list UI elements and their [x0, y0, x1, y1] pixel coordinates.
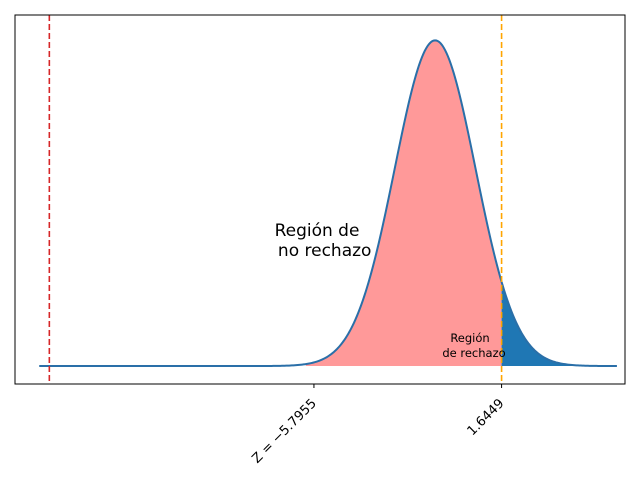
- no-reject-region: [305, 40, 502, 367]
- x-tick-label: 1.6449: [465, 396, 508, 439]
- x-tick-label: Z = −5.7955: [249, 396, 319, 466]
- no-reject-label-line2: no rechazo: [273, 241, 372, 261]
- reject-label-line1: Región: [450, 331, 489, 345]
- density-curve: [39, 39, 617, 368]
- reject-label-line2: de rechazo: [442, 346, 505, 360]
- plot-area: [15, 15, 625, 384]
- plot-frame: [14, 14, 626, 385]
- reject-region: [501, 281, 617, 367]
- no-reject-label-line1: Región de: [275, 221, 360, 241]
